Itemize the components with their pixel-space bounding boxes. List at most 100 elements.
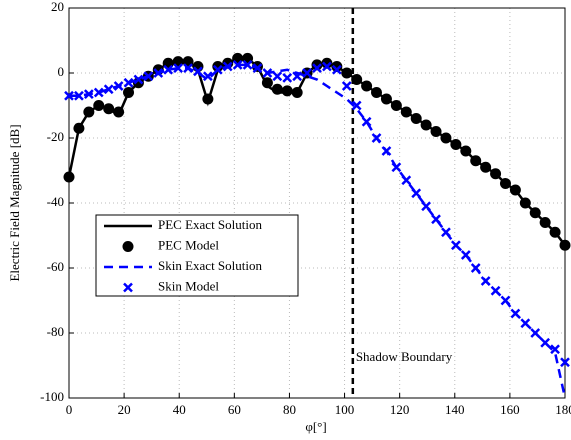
y-tick-label: -20	[47, 129, 64, 144]
marker	[74, 90, 84, 101]
marker	[520, 318, 531, 329]
marker	[510, 308, 521, 319]
marker	[193, 66, 203, 77]
marker	[113, 106, 125, 118]
marker	[540, 337, 551, 348]
marker	[222, 61, 233, 72]
marker	[133, 74, 144, 85]
marker	[341, 67, 353, 79]
x-tick-label: 20	[118, 402, 131, 417]
marker	[411, 188, 422, 199]
marker	[63, 171, 75, 183]
marker	[212, 64, 223, 75]
marker	[539, 217, 551, 228]
marker	[420, 119, 432, 131]
marker	[202, 71, 213, 82]
marker	[480, 161, 492, 173]
marker	[331, 64, 342, 75]
marker	[421, 201, 432, 212]
marker	[302, 68, 312, 78]
marker	[163, 64, 174, 75]
marker	[261, 77, 273, 89]
marker	[271, 83, 283, 95]
marker	[450, 240, 461, 251]
marker	[123, 77, 134, 88]
marker	[321, 57, 333, 69]
marker	[93, 100, 105, 111]
marker	[232, 59, 243, 70]
marker	[123, 282, 133, 293]
marker	[73, 122, 85, 134]
marker	[560, 357, 570, 368]
marker	[103, 84, 114, 95]
marker	[351, 74, 363, 85]
marker	[499, 178, 511, 189]
marker	[311, 59, 323, 71]
marker	[460, 250, 471, 260]
marker	[441, 227, 451, 238]
marker	[272, 71, 283, 82]
marker	[381, 146, 392, 156]
marker	[361, 116, 372, 127]
marker	[122, 241, 134, 252]
marker	[341, 81, 352, 91]
marker	[431, 214, 441, 225]
marker	[113, 81, 124, 91]
marker	[500, 295, 511, 306]
y-tick-label: -60	[47, 259, 64, 274]
marker	[490, 168, 502, 180]
marker	[430, 126, 442, 137]
x-tick-label: 160	[500, 402, 520, 417]
plot-frame	[68, 7, 566, 399]
marker	[93, 87, 104, 98]
annotation-text: Shadow Boundary	[356, 349, 453, 364]
marker	[322, 61, 332, 72]
marker	[83, 89, 94, 100]
marker	[440, 132, 452, 144]
marker	[64, 90, 74, 101]
x-tick-label: 180	[555, 402, 571, 417]
marker	[380, 93, 392, 105]
marker	[400, 106, 412, 118]
marker	[390, 100, 402, 111]
legend-label: Skin Exact Solution	[158, 258, 263, 273]
marker	[519, 197, 531, 209]
y-tick-label: -40	[47, 194, 64, 209]
marker	[401, 175, 412, 186]
x-tick-label: 60	[228, 402, 241, 417]
y-tick-label: -100	[40, 389, 64, 404]
series-line	[69, 63, 567, 399]
marker	[83, 106, 95, 118]
marker	[371, 133, 382, 143]
x-tick-label: 120	[390, 402, 410, 417]
marker	[132, 77, 144, 89]
marker	[529, 207, 541, 219]
marker	[490, 285, 501, 296]
marker	[549, 226, 561, 238]
marker	[153, 68, 164, 78]
x-tick-label: 0	[66, 402, 73, 417]
legend-label: PEC Model	[158, 237, 219, 252]
marker	[361, 80, 373, 92]
x-tick-label: 40	[173, 402, 186, 417]
marker	[282, 72, 293, 83]
marker	[291, 87, 303, 98]
y-tick-label: 20	[51, 0, 64, 14]
marker	[470, 155, 482, 167]
marker	[242, 59, 253, 70]
marker	[331, 61, 343, 72]
marker	[351, 100, 362, 111]
marker	[143, 71, 154, 82]
marker	[530, 328, 541, 338]
marker	[173, 63, 184, 74]
marker	[450, 139, 462, 150]
y-axis-label: Electric Field Magnitude [dB]	[7, 124, 22, 281]
marker	[371, 87, 383, 98]
y-tick-label: 0	[58, 64, 65, 79]
marker	[202, 93, 214, 105]
legend-box	[95, 214, 299, 297]
marker	[103, 103, 115, 115]
y-tick-label: -80	[47, 324, 64, 339]
marker	[550, 344, 560, 355]
